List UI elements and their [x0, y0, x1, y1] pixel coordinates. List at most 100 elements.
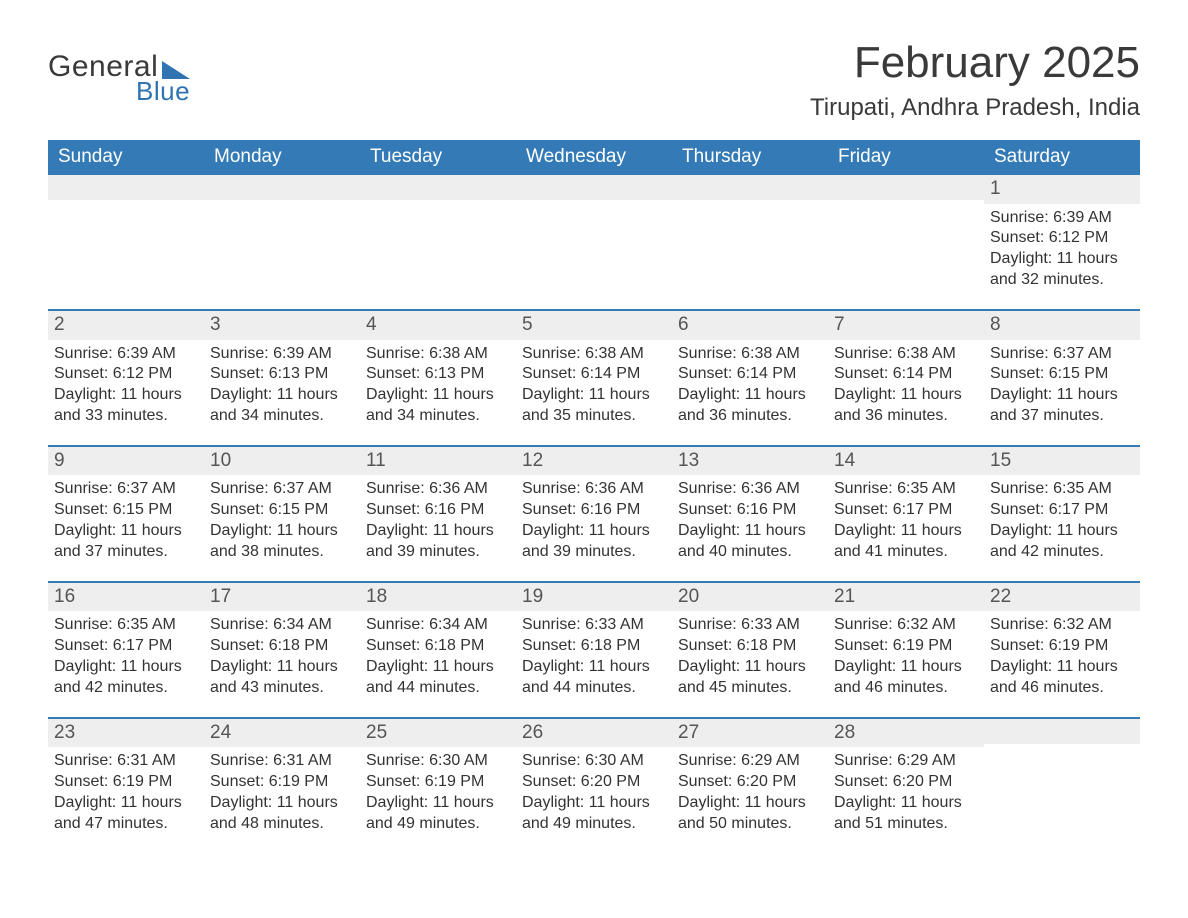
sunset-value: Sunset: 6:19 PM — [990, 636, 1130, 657]
day-number: 7 — [828, 311, 984, 340]
sunset-value: Sunset: 6:14 PM — [834, 364, 974, 385]
day-number: 1 — [984, 175, 1140, 204]
daylight-value: Daylight: 11 hours and 44 minutes. — [522, 657, 662, 699]
daylight-value: Daylight: 11 hours and 43 minutes. — [210, 657, 350, 699]
weekday-header: Tuesday — [360, 140, 516, 175]
daylight-value: Daylight: 11 hours and 32 minutes. — [990, 249, 1130, 291]
daylight-value: Daylight: 11 hours and 45 minutes. — [678, 657, 818, 699]
day-number — [984, 719, 1140, 744]
calendar-day: 22Sunrise: 6:32 AMSunset: 6:19 PMDayligh… — [984, 583, 1140, 717]
calendar-day: 7Sunrise: 6:38 AMSunset: 6:14 PMDaylight… — [828, 311, 984, 445]
daylight-value: Daylight: 11 hours and 44 minutes. — [366, 657, 506, 699]
daylight-value: Daylight: 11 hours and 34 minutes. — [210, 385, 350, 427]
sunrise-value: Sunrise: 6:38 AM — [366, 344, 506, 365]
daylight-value: Daylight: 11 hours and 46 minutes. — [990, 657, 1130, 699]
sunset-value: Sunset: 6:18 PM — [366, 636, 506, 657]
day-number: 14 — [828, 447, 984, 476]
calendar-day: 21Sunrise: 6:32 AMSunset: 6:19 PMDayligh… — [828, 583, 984, 717]
daylight-value: Daylight: 11 hours and 48 minutes. — [210, 793, 350, 835]
sunset-value: Sunset: 6:20 PM — [522, 772, 662, 793]
daylight-value: Daylight: 11 hours and 39 minutes. — [522, 521, 662, 563]
daylight-value: Daylight: 11 hours and 49 minutes. — [522, 793, 662, 835]
logo: General Blue — [48, 50, 190, 107]
sunset-value: Sunset: 6:19 PM — [54, 772, 194, 793]
sunrise-value: Sunrise: 6:31 AM — [210, 751, 350, 772]
day-number: 20 — [672, 583, 828, 612]
calendar-day: 15Sunrise: 6:35 AMSunset: 6:17 PMDayligh… — [984, 447, 1140, 581]
daylight-value: Daylight: 11 hours and 34 minutes. — [366, 385, 506, 427]
calendar-day: 8Sunrise: 6:37 AMSunset: 6:15 PMDaylight… — [984, 311, 1140, 445]
calendar-day-empty — [828, 175, 984, 309]
day-number — [360, 175, 516, 200]
weekday-header: Wednesday — [516, 140, 672, 175]
sunset-value: Sunset: 6:18 PM — [522, 636, 662, 657]
sunrise-value: Sunrise: 6:33 AM — [678, 615, 818, 636]
daylight-value: Daylight: 11 hours and 40 minutes. — [678, 521, 818, 563]
daylight-value: Daylight: 11 hours and 42 minutes. — [54, 657, 194, 699]
day-number: 4 — [360, 311, 516, 340]
sunset-value: Sunset: 6:13 PM — [366, 364, 506, 385]
daylight-value: Daylight: 11 hours and 39 minutes. — [366, 521, 506, 563]
calendar-day: 2Sunrise: 6:39 AMSunset: 6:12 PMDaylight… — [48, 311, 204, 445]
daylight-value: Daylight: 11 hours and 42 minutes. — [990, 521, 1130, 563]
sunset-value: Sunset: 6:17 PM — [834, 500, 974, 521]
calendar-day: 5Sunrise: 6:38 AMSunset: 6:14 PMDaylight… — [516, 311, 672, 445]
sunrise-value: Sunrise: 6:36 AM — [522, 479, 662, 500]
calendar-day: 27Sunrise: 6:29 AMSunset: 6:20 PMDayligh… — [672, 719, 828, 853]
sunset-value: Sunset: 6:14 PM — [678, 364, 818, 385]
sunset-value: Sunset: 6:19 PM — [834, 636, 974, 657]
daylight-value: Daylight: 11 hours and 50 minutes. — [678, 793, 818, 835]
sunset-value: Sunset: 6:16 PM — [366, 500, 506, 521]
day-number: 21 — [828, 583, 984, 612]
calendar-day: 11 Sunrise: 6:36 AMSunset: 6:16 PMDayligh… — [360, 447, 516, 581]
daylight-value: Daylight: 11 hours and 51 minutes. — [834, 793, 974, 835]
daylight-value: Daylight: 11 hours and 36 minutes. — [834, 385, 974, 427]
page-header: General Blue February 2025 Tirupati, And… — [48, 38, 1140, 122]
calendar-day: 3Sunrise: 6:39 AMSunset: 6:13 PMDaylight… — [204, 311, 360, 445]
day-number: 17 — [204, 583, 360, 612]
day-number: 13 — [672, 447, 828, 476]
logo-text-blue: Blue — [136, 76, 190, 107]
day-number: 26 — [516, 719, 672, 748]
sunrise-value: Sunrise: 6:36 AM — [366, 479, 506, 500]
daylight-value: Daylight: 11 hours and 37 minutes. — [990, 385, 1130, 427]
sunrise-value: Sunrise: 6:31 AM — [54, 751, 194, 772]
calendar-day: 10Sunrise: 6:37 AMSunset: 6:15 PMDayligh… — [204, 447, 360, 581]
day-number: 23 — [48, 719, 204, 748]
day-number: 3 — [204, 311, 360, 340]
title-block: February 2025 Tirupati, Andhra Pradesh, … — [810, 38, 1140, 122]
weekday-header: Sunday — [48, 140, 204, 175]
sunset-value: Sunset: 6:15 PM — [54, 500, 194, 521]
day-number: 2 — [48, 311, 204, 340]
day-number: 27 — [672, 719, 828, 748]
location-label: Tirupati, Andhra Pradesh, India — [810, 94, 1140, 122]
day-number: 5 — [516, 311, 672, 340]
calendar-week: 23Sunrise: 6:31 AMSunset: 6:19 PMDayligh… — [48, 717, 1140, 853]
daylight-value: Daylight: 11 hours and 46 minutes. — [834, 657, 974, 699]
calendar-day-empty — [516, 175, 672, 309]
sunrise-value: Sunrise: 6:29 AM — [678, 751, 818, 772]
calendar-day: 1Sunrise: 6:39 AMSunset: 6:12 PMDaylight… — [984, 175, 1140, 309]
calendar-day: 18Sunrise: 6:34 AMSunset: 6:18 PMDayligh… — [360, 583, 516, 717]
day-number — [48, 175, 204, 200]
calendar-day: 14Sunrise: 6:35 AMSunset: 6:17 PMDayligh… — [828, 447, 984, 581]
calendar-day: 9Sunrise: 6:37 AMSunset: 6:15 PMDaylight… — [48, 447, 204, 581]
sunset-value: Sunset: 6:19 PM — [366, 772, 506, 793]
day-number: 19 — [516, 583, 672, 612]
sunset-value: Sunset: 6:17 PM — [54, 636, 194, 657]
sunset-value: Sunset: 6:15 PM — [210, 500, 350, 521]
day-number: 11 — [360, 447, 516, 476]
day-number: 12 — [516, 447, 672, 476]
sunrise-value: Sunrise: 6:37 AM — [54, 479, 194, 500]
sunrise-value: Sunrise: 6:34 AM — [366, 615, 506, 636]
month-title: February 2025 — [810, 38, 1140, 88]
sunrise-value: Sunrise: 6:32 AM — [990, 615, 1130, 636]
day-number: 9 — [48, 447, 204, 476]
day-number: 8 — [984, 311, 1140, 340]
calendar-day: 25Sunrise: 6:30 AMSunset: 6:19 PMDayligh… — [360, 719, 516, 853]
daylight-value: Daylight: 11 hours and 36 minutes. — [678, 385, 818, 427]
sunrise-value: Sunrise: 6:29 AM — [834, 751, 974, 772]
calendar-day: 4 Sunrise: 6:38 AMSunset: 6:13 PMDaylight… — [360, 311, 516, 445]
calendar-day-empty — [360, 175, 516, 309]
day-number: 15 — [984, 447, 1140, 476]
